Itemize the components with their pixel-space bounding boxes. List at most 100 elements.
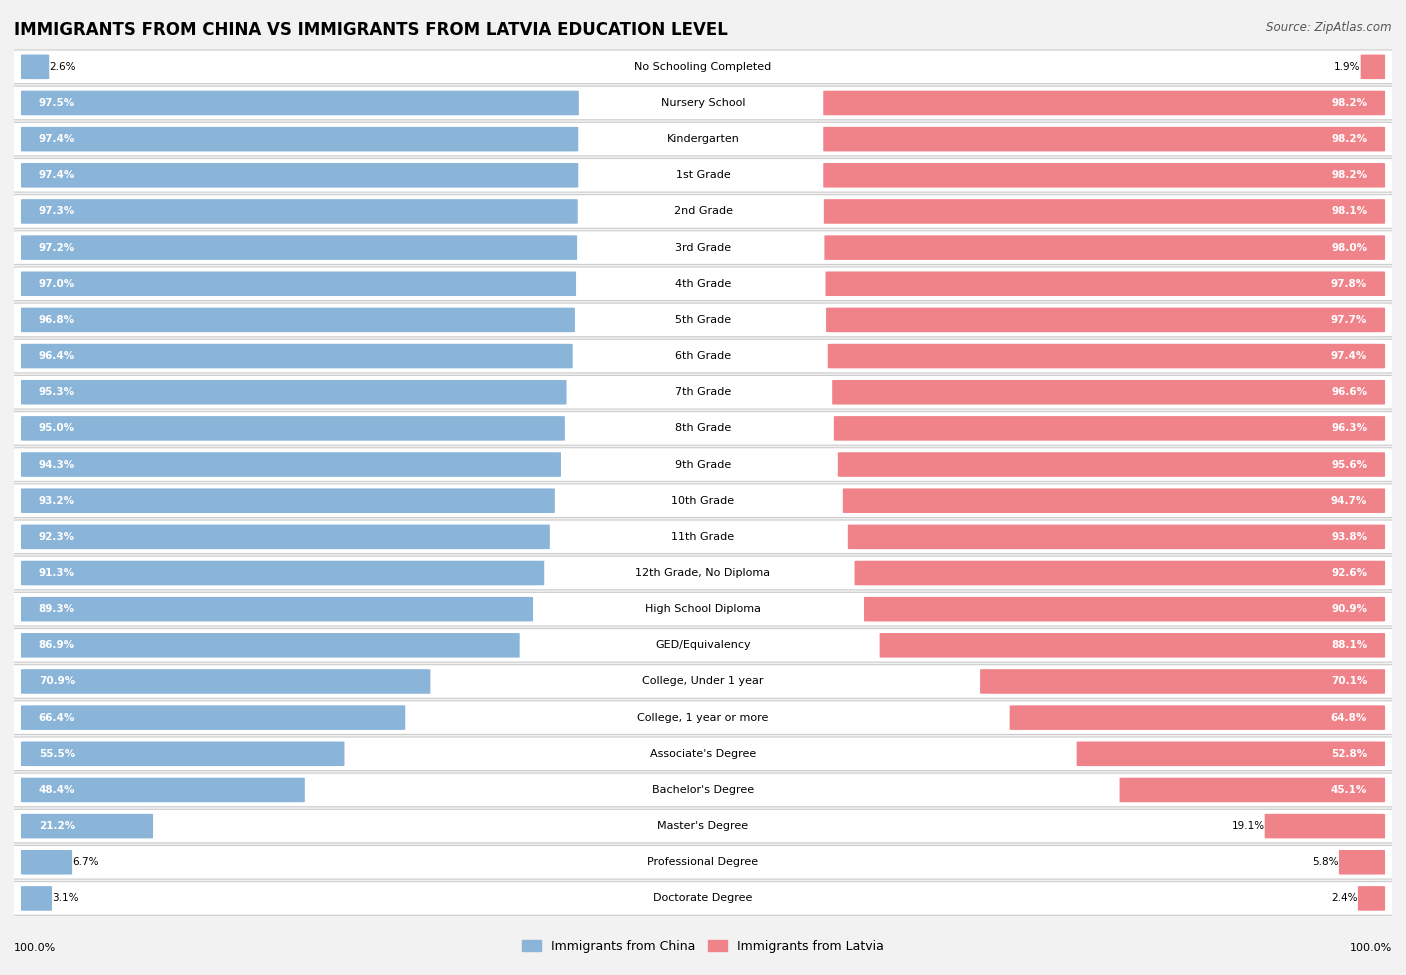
Text: 21.2%: 21.2% [39,821,75,831]
Text: 97.0%: 97.0% [39,279,75,289]
Text: GED/Equivalency: GED/Equivalency [655,641,751,650]
Text: 70.1%: 70.1% [1330,677,1367,686]
Text: 52.8%: 52.8% [1331,749,1367,759]
FancyBboxPatch shape [1339,850,1385,875]
Text: 48.4%: 48.4% [39,785,76,795]
Text: 100.0%: 100.0% [14,943,56,953]
FancyBboxPatch shape [855,561,1385,585]
Text: 95.0%: 95.0% [39,423,75,434]
FancyBboxPatch shape [7,231,1399,264]
Text: 98.0%: 98.0% [1331,243,1367,253]
FancyBboxPatch shape [7,556,1399,590]
FancyBboxPatch shape [7,665,1399,698]
Text: Nursery School: Nursery School [661,98,745,108]
FancyBboxPatch shape [7,122,1399,156]
FancyBboxPatch shape [7,303,1399,336]
FancyBboxPatch shape [7,845,1399,879]
Text: 97.7%: 97.7% [1330,315,1367,325]
Text: 2.6%: 2.6% [49,61,76,72]
FancyBboxPatch shape [824,235,1385,260]
FancyBboxPatch shape [21,235,576,260]
Text: Professional Degree: Professional Degree [647,857,759,868]
FancyBboxPatch shape [1358,886,1385,911]
Text: 1st Grade: 1st Grade [676,171,730,180]
FancyBboxPatch shape [834,416,1385,441]
FancyBboxPatch shape [7,159,1399,192]
FancyBboxPatch shape [7,339,1399,372]
FancyBboxPatch shape [825,271,1385,296]
Text: 94.3%: 94.3% [39,459,75,470]
Text: 97.4%: 97.4% [39,135,76,144]
FancyBboxPatch shape [21,308,575,332]
Text: 95.3%: 95.3% [39,387,75,397]
FancyBboxPatch shape [838,452,1385,477]
FancyBboxPatch shape [1010,705,1385,730]
Text: 98.2%: 98.2% [1331,135,1367,144]
FancyBboxPatch shape [21,597,533,621]
FancyBboxPatch shape [1264,814,1385,838]
Text: 96.6%: 96.6% [1331,387,1367,397]
FancyBboxPatch shape [7,737,1399,770]
FancyBboxPatch shape [824,127,1385,151]
FancyBboxPatch shape [7,520,1399,554]
Text: 96.4%: 96.4% [39,351,75,361]
Text: 5.8%: 5.8% [1312,857,1339,868]
Text: 4th Grade: 4th Grade [675,279,731,289]
Text: Source: ZipAtlas.com: Source: ZipAtlas.com [1267,21,1392,34]
Text: 97.3%: 97.3% [39,207,75,216]
Text: 2nd Grade: 2nd Grade [673,207,733,216]
FancyBboxPatch shape [7,881,1399,916]
FancyBboxPatch shape [7,50,1399,84]
Text: 94.7%: 94.7% [1330,495,1367,506]
Text: 11th Grade: 11th Grade [672,531,734,542]
FancyBboxPatch shape [21,91,579,115]
Text: 95.6%: 95.6% [1331,459,1367,470]
FancyBboxPatch shape [21,127,578,151]
Legend: Immigrants from China, Immigrants from Latvia: Immigrants from China, Immigrants from L… [517,935,889,958]
FancyBboxPatch shape [1361,55,1385,79]
Text: 88.1%: 88.1% [1331,641,1367,650]
FancyBboxPatch shape [21,561,544,585]
FancyBboxPatch shape [7,773,1399,806]
FancyBboxPatch shape [7,195,1399,228]
Text: 3rd Grade: 3rd Grade [675,243,731,253]
Text: 97.8%: 97.8% [1331,279,1367,289]
Text: 9th Grade: 9th Grade [675,459,731,470]
FancyBboxPatch shape [21,55,49,79]
Text: 96.8%: 96.8% [39,315,75,325]
FancyBboxPatch shape [7,701,1399,734]
Text: 5th Grade: 5th Grade [675,315,731,325]
Text: IMMIGRANTS FROM CHINA VS IMMIGRANTS FROM LATVIA EDUCATION LEVEL: IMMIGRANTS FROM CHINA VS IMMIGRANTS FROM… [14,21,728,39]
FancyBboxPatch shape [21,416,565,441]
Text: No Schooling Completed: No Schooling Completed [634,61,772,72]
Text: 89.3%: 89.3% [39,604,75,614]
FancyBboxPatch shape [21,742,344,766]
FancyBboxPatch shape [1077,742,1385,766]
FancyBboxPatch shape [880,633,1385,657]
Text: 64.8%: 64.8% [1330,713,1367,722]
Text: 55.5%: 55.5% [39,749,75,759]
Text: 92.3%: 92.3% [39,531,75,542]
Text: 92.6%: 92.6% [1331,568,1367,578]
Text: 90.9%: 90.9% [1331,604,1367,614]
FancyBboxPatch shape [21,778,305,802]
Text: 97.4%: 97.4% [39,171,76,180]
FancyBboxPatch shape [21,814,153,838]
FancyBboxPatch shape [21,271,576,296]
Text: 96.3%: 96.3% [1331,423,1367,434]
Text: 10th Grade: 10th Grade [672,495,734,506]
Text: 97.4%: 97.4% [1330,351,1367,361]
FancyBboxPatch shape [7,267,1399,300]
Text: 98.1%: 98.1% [1331,207,1367,216]
FancyBboxPatch shape [7,809,1399,843]
Text: 98.2%: 98.2% [1331,98,1367,108]
Text: 1.9%: 1.9% [1334,61,1361,72]
FancyBboxPatch shape [21,850,72,875]
Text: 7th Grade: 7th Grade [675,387,731,397]
Text: 93.8%: 93.8% [1331,531,1367,542]
FancyBboxPatch shape [824,91,1385,115]
Text: 3.1%: 3.1% [52,893,79,904]
Text: 86.9%: 86.9% [39,641,75,650]
FancyBboxPatch shape [21,525,550,549]
Text: Associate's Degree: Associate's Degree [650,749,756,759]
